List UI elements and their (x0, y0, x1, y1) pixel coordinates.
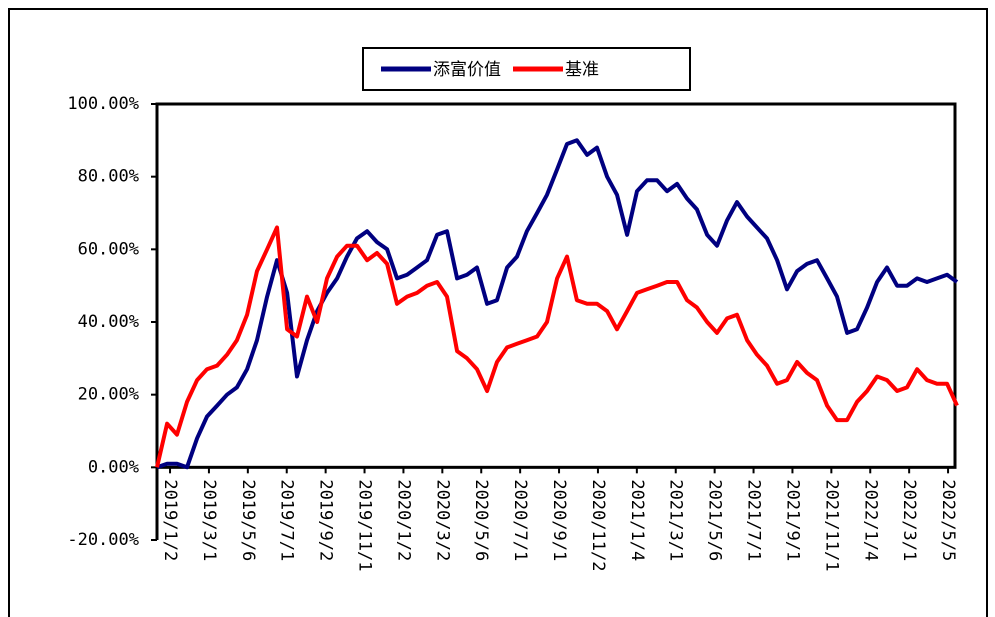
x-tick-label: 2021/11/1 (821, 479, 841, 571)
x-tick-label: 2020/5/6 (471, 479, 491, 561)
series-line (156, 138, 959, 470)
y-tick-label: -20.00% (67, 530, 139, 550)
x-tick-label: 2020/9/1 (549, 479, 569, 561)
x-tick-label: 2020/1/2 (393, 479, 413, 561)
x-tick-label: 2020/3/2 (432, 479, 452, 561)
legend-label: 基准 (565, 60, 599, 80)
y-tick-label: 0.00% (88, 457, 139, 477)
legend-label: 添富价值 (433, 60, 501, 80)
y-tick-label: 40.00% (78, 312, 139, 332)
x-tick-label: 2019/1/2 (160, 479, 180, 561)
x-tick-label: 2020/7/1 (510, 479, 530, 561)
y-tick-label: 20.00% (78, 385, 139, 405)
x-tick-label: 2022/5/5 (938, 479, 958, 561)
chart-frame (8, 8, 988, 617)
x-tick-label: 2021/3/1 (666, 479, 686, 561)
x-tick-label: 2019/9/2 (316, 479, 336, 561)
y-tick-label: 80.00% (78, 167, 139, 187)
x-tick-label: 2021/1/4 (627, 479, 647, 561)
y-tick-label: 60.00% (78, 239, 139, 259)
x-tick-label: 2019/7/1 (277, 479, 297, 561)
x-tick-label: 2019/3/1 (199, 479, 219, 561)
x-tick-label: 2020/11/2 (588, 479, 608, 571)
y-tick-label: 100.00% (67, 94, 139, 114)
x-tick-label: 2019/11/1 (355, 479, 375, 571)
x-tick-label: 2022/3/1 (899, 479, 919, 561)
x-tick-label: 2019/5/6 (238, 479, 258, 561)
x-tick-label: 2022/1/4 (860, 479, 880, 561)
x-tick-label: 2021/9/1 (782, 479, 802, 561)
x-tick-label: 2021/7/1 (744, 479, 764, 561)
series-line (155, 225, 959, 468)
x-tick-label: 2021/5/6 (705, 479, 725, 561)
